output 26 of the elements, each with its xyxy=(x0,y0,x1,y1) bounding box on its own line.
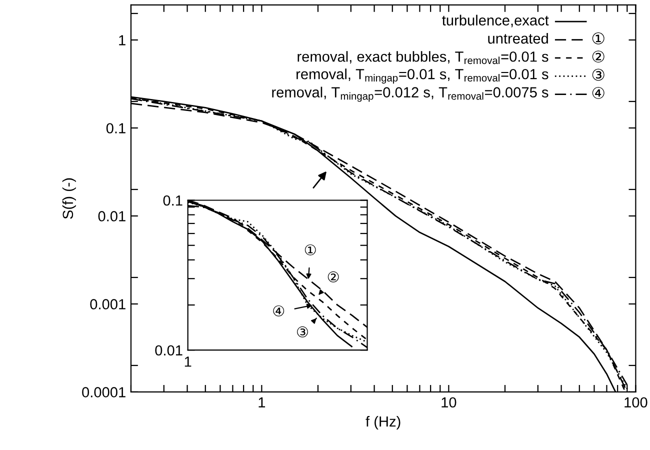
y-tick-label: 0.01 xyxy=(155,345,182,356)
annotation: ① xyxy=(592,32,604,44)
annotation: ② xyxy=(592,50,604,63)
y-tick-label: 0.1 xyxy=(106,123,126,134)
annotation: ① xyxy=(304,244,316,256)
annotation: ④ xyxy=(592,86,604,99)
y-axis-title: S(f) (-) xyxy=(62,178,76,219)
legend-label: removal, T$_{mingap}$=0.01 s, T$_{removal}$=0.01 s xyxy=(296,68,548,84)
y-tick-label: 0.001 xyxy=(90,299,126,310)
x-tick-label: 1 xyxy=(258,397,266,408)
y-tick-label: 0.0001 xyxy=(82,387,126,398)
legend-label: removal, T$_{mingap}$=0.012 s, T$_{removal}$=0.0075 s xyxy=(272,86,548,102)
x-axis-title: f (Hz) xyxy=(366,416,400,430)
annotation: ④ xyxy=(273,305,284,316)
legend-label: turbulence,exact xyxy=(442,14,549,28)
y-tick-label: 1 xyxy=(119,35,126,46)
y-tick-label: 0.1 xyxy=(163,195,182,206)
legend-label: removal, exact bubbles, T$_{removal}$=0.01 s xyxy=(298,51,548,64)
annotation: 1 xyxy=(184,356,192,367)
annotation: ② xyxy=(328,271,339,282)
y-tick-label: 0.01 xyxy=(98,211,126,222)
x-tick-label: 10 xyxy=(442,397,456,408)
annotation: ③ xyxy=(297,326,308,338)
legend-label: untreated xyxy=(488,32,548,44)
annotation: ③ xyxy=(592,68,604,81)
x-tick-label: 100 xyxy=(624,397,648,408)
